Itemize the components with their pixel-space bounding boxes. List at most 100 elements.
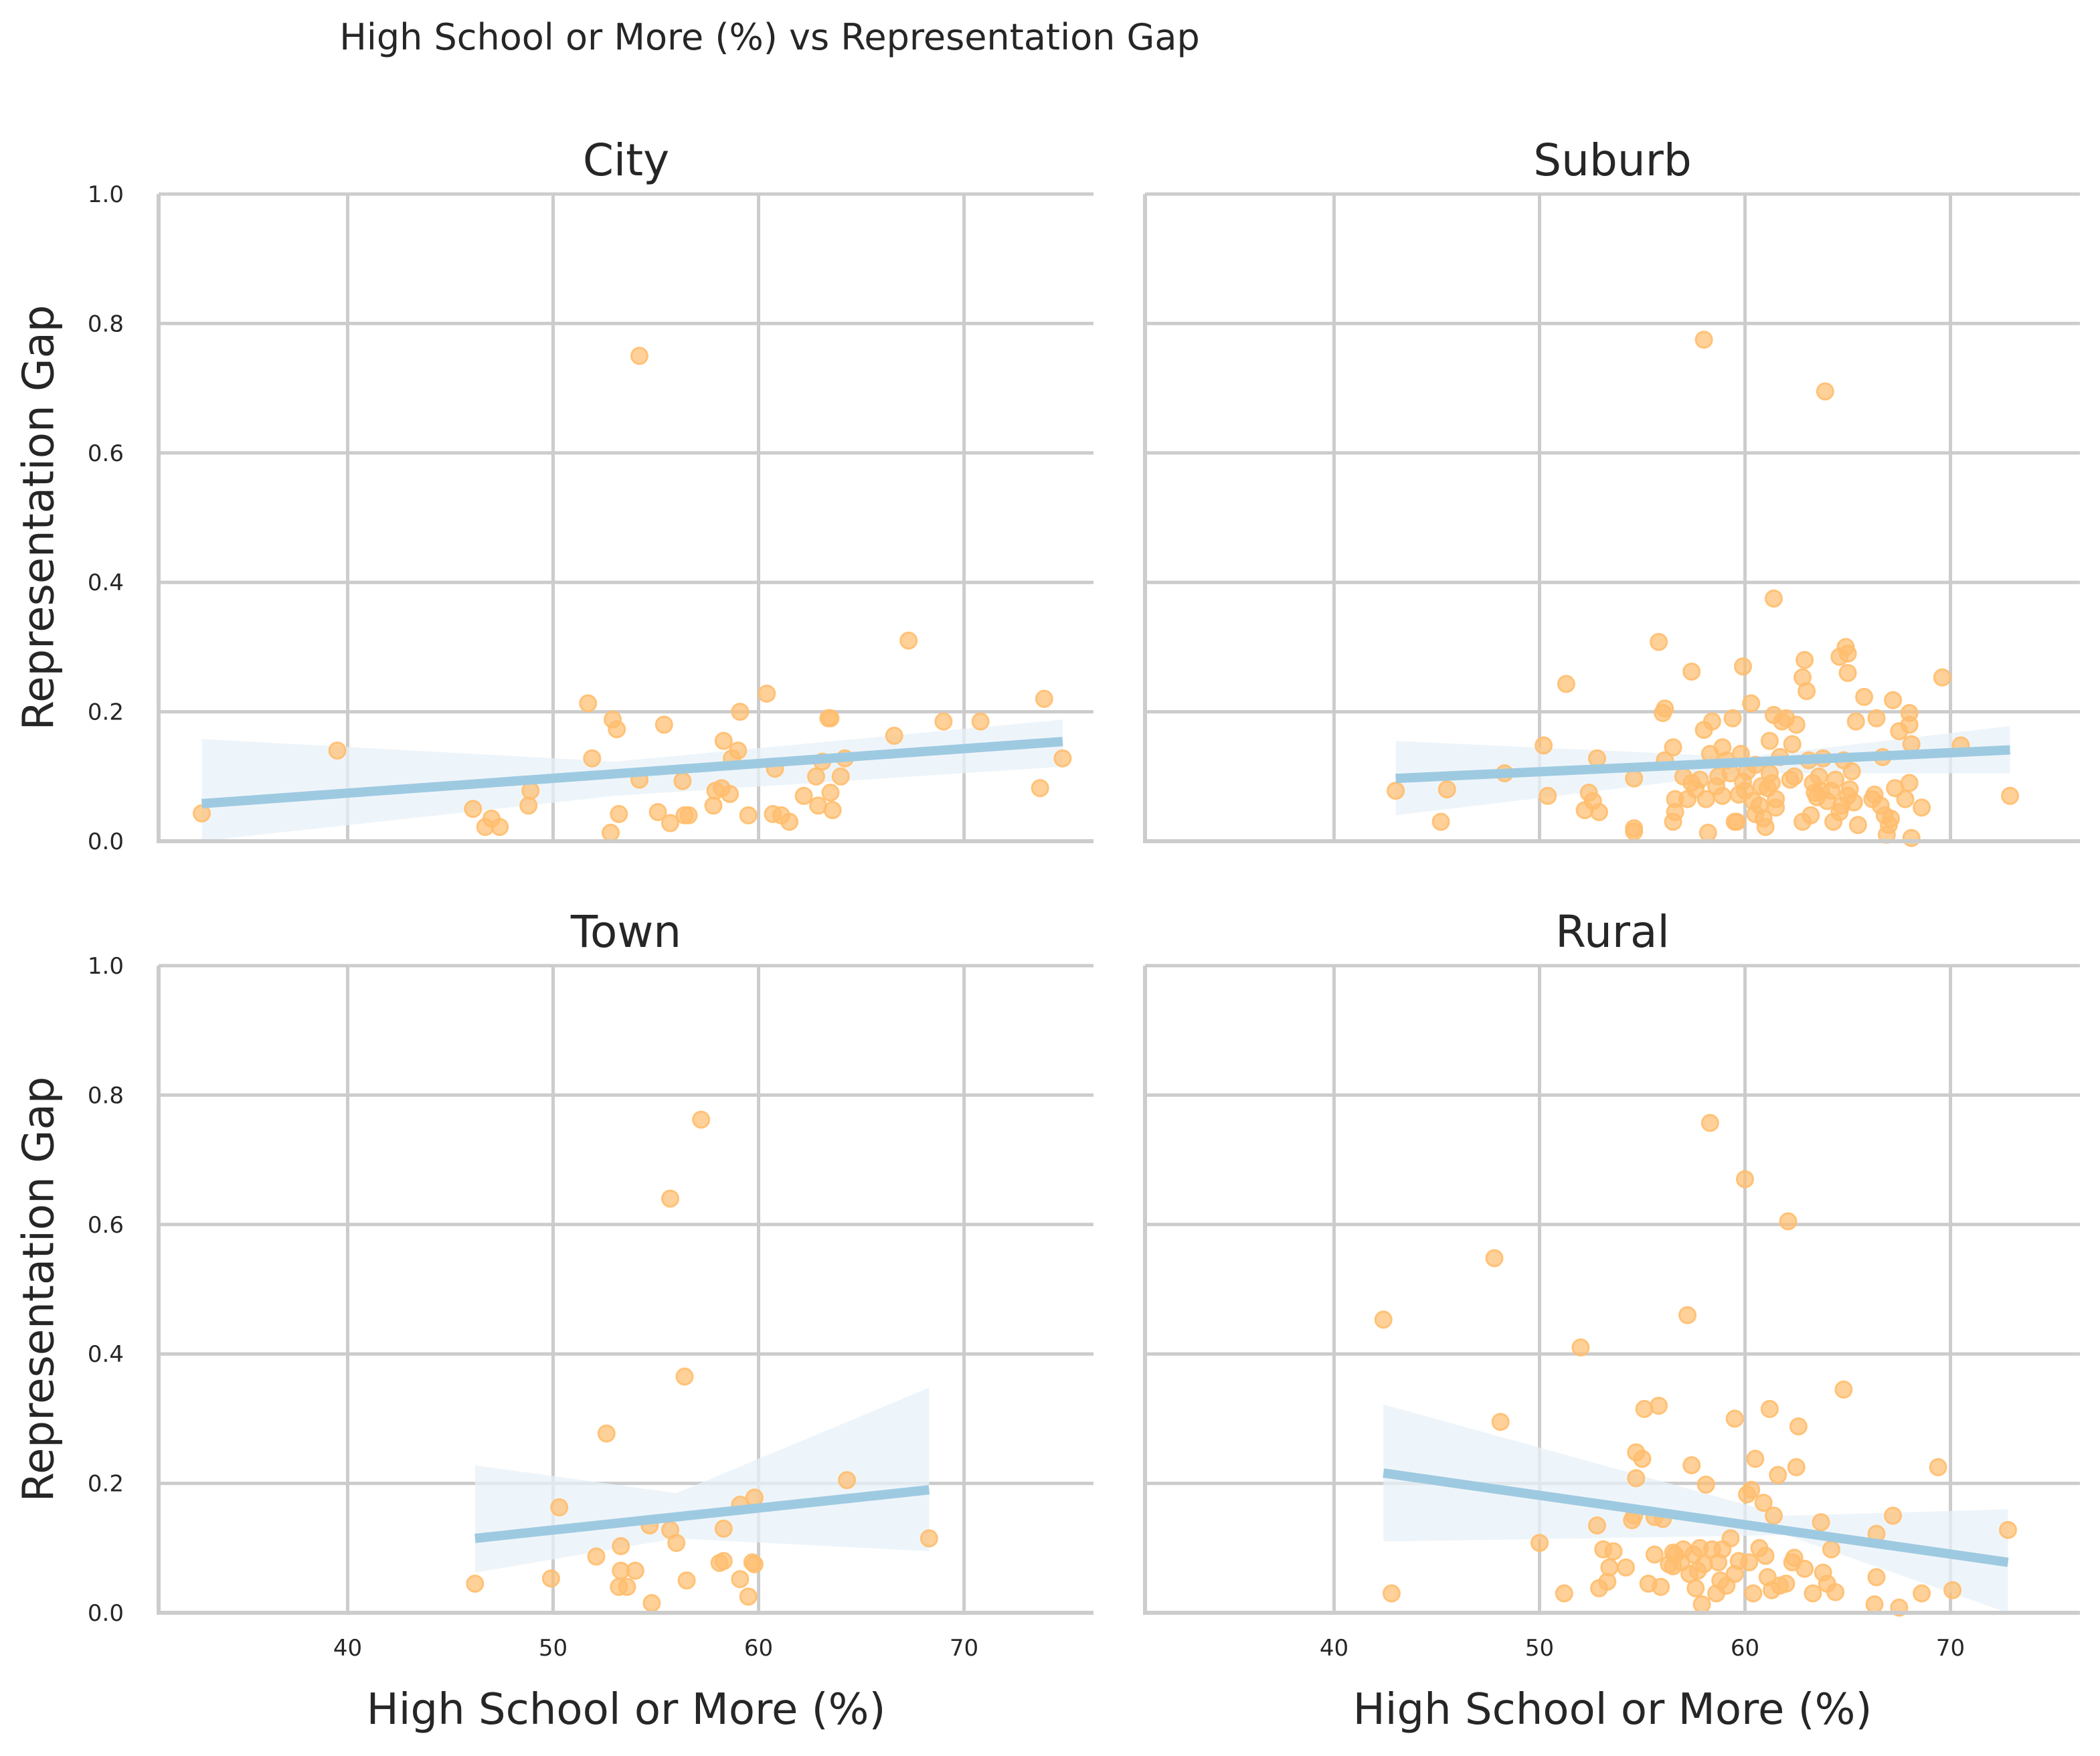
y-tick-label: 0.0	[88, 828, 124, 855]
data-point	[193, 804, 211, 822]
data-point	[1896, 790, 1915, 808]
confidence-band	[474, 1387, 930, 1573]
data-point	[1382, 1584, 1401, 1603]
data-point	[661, 814, 679, 832]
data-point	[1999, 1520, 2017, 1539]
data-point	[1783, 735, 1802, 754]
data-point	[1900, 715, 1919, 734]
data-point	[583, 749, 602, 768]
data-point	[1678, 1306, 1697, 1324]
data-point	[677, 1571, 696, 1590]
x-tick-label: 50	[1525, 1635, 1554, 1662]
data-point	[1645, 1545, 1664, 1564]
data-point	[1933, 668, 1951, 687]
y-tick-label: 0.8	[88, 311, 124, 337]
data-point	[971, 712, 990, 731]
data-point	[610, 804, 628, 823]
data-point	[608, 720, 626, 739]
data-point	[1650, 632, 1668, 651]
data-point	[1943, 1581, 1962, 1599]
data-point	[550, 1498, 569, 1516]
data-point	[1834, 1380, 1853, 1399]
data-point	[1740, 1553, 1759, 1572]
data-point	[1627, 1469, 1646, 1488]
data-point	[821, 784, 840, 802]
axis-spine	[157, 194, 1093, 843]
axis-spine	[1143, 966, 2080, 1615]
data-point	[521, 782, 540, 800]
data-point	[541, 1569, 560, 1588]
panel-town: 0.0 0.2 0.4 0.6 0.8 1.0 40 50 60 70 Town High Schoo…	[15, 906, 1093, 1735]
data-point	[731, 1570, 750, 1589]
data-point	[1798, 682, 1816, 701]
data-point	[1929, 1458, 1947, 1476]
data-point	[1485, 1249, 1504, 1267]
data-point	[1756, 1547, 1775, 1565]
data-point	[1650, 1397, 1668, 1415]
x-tick-label: 60	[1731, 1635, 1759, 1662]
data-point	[838, 1471, 857, 1490]
data-point	[704, 796, 723, 815]
data-point	[673, 772, 692, 790]
data-point	[1727, 812, 1746, 831]
data-point	[1822, 1540, 1840, 1559]
data-point	[934, 712, 953, 731]
panel-suburb: Suburb	[1143, 135, 2080, 847]
data-point	[667, 1534, 686, 1553]
data-point	[1539, 786, 1557, 805]
data-point	[1765, 589, 1783, 608]
axis-spine	[157, 966, 1093, 1615]
data-point	[618, 1577, 636, 1596]
data-point	[1913, 1584, 1931, 1603]
data-point	[464, 800, 483, 818]
data-point	[1723, 709, 1742, 727]
data-point	[1702, 712, 1721, 731]
data-point	[519, 796, 538, 815]
data-point	[1721, 1529, 1740, 1548]
data-point	[714, 1519, 733, 1538]
data-point	[1787, 1458, 1806, 1476]
panel-title: City	[583, 135, 669, 186]
data-point	[1846, 712, 1865, 731]
y-axis-label: Representation Gap	[15, 305, 64, 731]
x-tick-label: 70	[950, 1635, 978, 1662]
data-point	[1742, 694, 1761, 713]
x-axis-label: High School or More (%)	[1353, 1685, 1872, 1735]
data-point	[823, 801, 842, 820]
data-point	[899, 631, 918, 650]
data-point	[692, 1110, 711, 1129]
data-point	[602, 823, 620, 842]
trend-line	[201, 737, 1063, 808]
data-point	[1838, 664, 1857, 683]
data-point	[1763, 774, 1781, 792]
data-point	[1633, 1450, 1652, 1468]
y-tick-label: 0.6	[88, 440, 124, 467]
data-point	[1756, 818, 1775, 837]
data-point	[1734, 657, 1752, 676]
data-point	[1844, 793, 1863, 812]
data-point	[1535, 736, 1553, 755]
data-point	[642, 1594, 661, 1612]
data-point	[920, 1529, 938, 1548]
data-point	[1725, 1409, 1744, 1428]
data-point	[1754, 1494, 1773, 1512]
data-point	[1804, 1584, 1822, 1603]
data-point	[1744, 1584, 1763, 1603]
data-point	[1694, 331, 1713, 349]
y-tick-label: 1.0	[88, 181, 124, 208]
x-tick-label: 40	[333, 1635, 362, 1662]
data-point	[1796, 650, 1814, 669]
data-point	[612, 1536, 630, 1555]
data-point	[1431, 812, 1450, 831]
data-point	[1690, 770, 1709, 789]
data-point	[1625, 819, 1644, 838]
data-point	[1736, 1170, 1754, 1189]
trend-line	[474, 1485, 930, 1543]
panel-rural: 40 50 60 70 Rural High School or More (%)	[1143, 906, 2080, 1735]
data-point	[1652, 1577, 1670, 1596]
data-point	[1826, 1583, 1845, 1601]
data-point	[1882, 809, 1900, 828]
y-tick-label: 0.8	[88, 1082, 124, 1109]
panel-city: 0.0 0.2 0.4 0.6 0.8 1.0 City Representation Gap	[15, 135, 1093, 855]
